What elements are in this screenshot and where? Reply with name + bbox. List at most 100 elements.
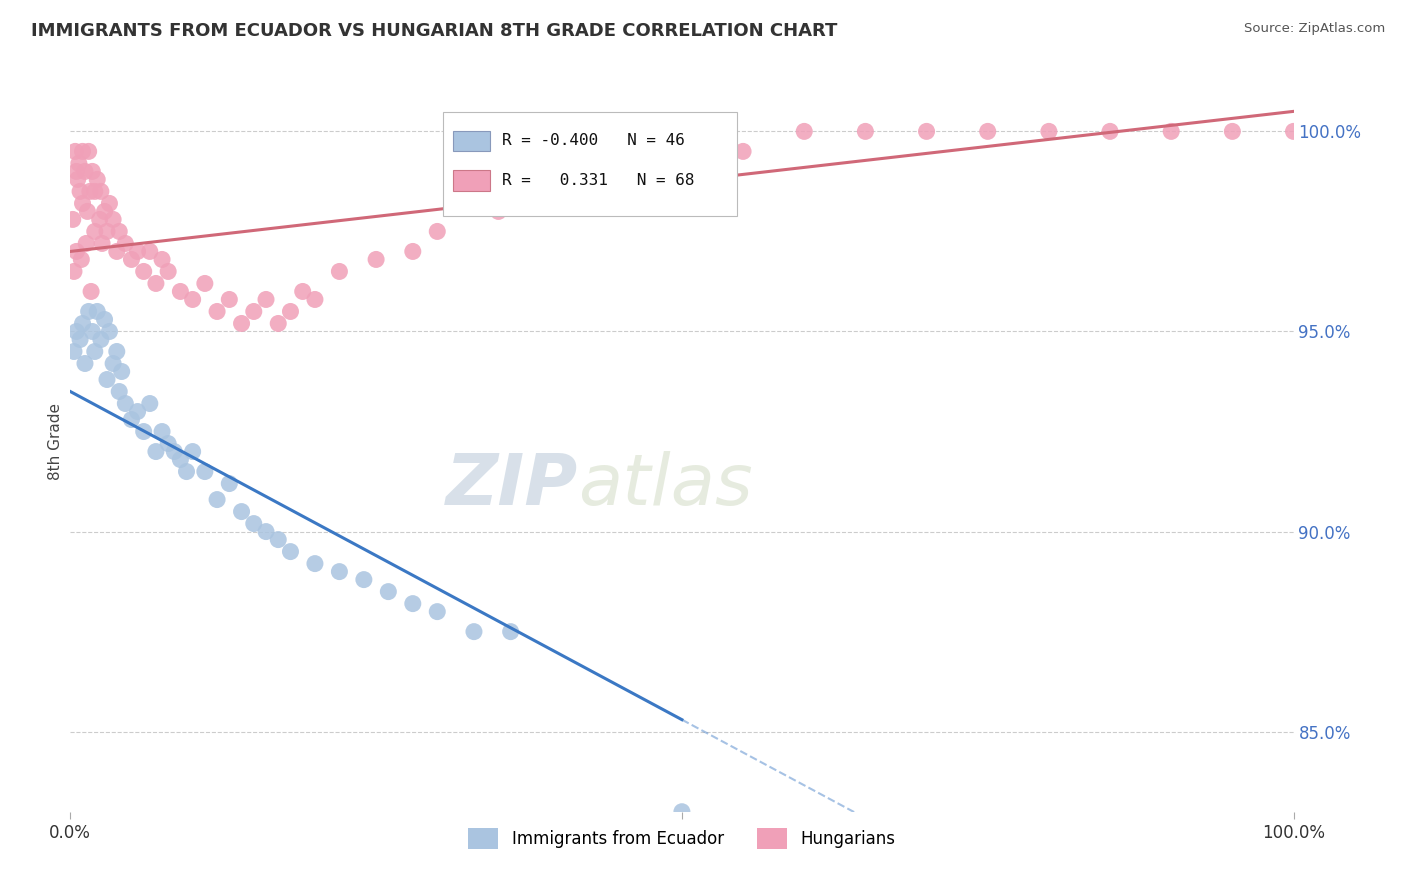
Point — [377, 584, 399, 599]
Point — [205, 492, 228, 507]
Point — [169, 452, 191, 467]
Point — [75, 236, 97, 251]
Point — [65, 244, 87, 259]
Point — [63, 344, 86, 359]
Point — [127, 404, 149, 418]
Point — [488, 204, 510, 219]
Point — [67, 156, 90, 170]
Point — [121, 252, 143, 267]
Point — [205, 304, 228, 318]
Point — [93, 312, 115, 326]
Point — [76, 204, 98, 219]
Point — [157, 264, 180, 278]
Point — [66, 172, 89, 186]
Point — [65, 325, 87, 339]
Point — [1160, 124, 1182, 138]
Point — [82, 164, 104, 178]
Point — [93, 204, 115, 219]
Point — [194, 277, 217, 291]
Point — [98, 196, 121, 211]
Point — [218, 476, 240, 491]
Point — [82, 325, 104, 339]
Point — [1220, 124, 1243, 138]
Point — [218, 293, 240, 307]
Point — [132, 264, 155, 278]
Point — [139, 244, 162, 259]
Point — [915, 124, 938, 138]
Point — [402, 244, 425, 259]
Point — [181, 293, 204, 307]
Point — [793, 124, 815, 138]
Point — [548, 185, 571, 199]
Point — [328, 264, 350, 278]
Point — [127, 244, 149, 259]
Point — [108, 224, 131, 238]
Text: IMMIGRANTS FROM ECUADOR VS HUNGARIAN 8TH GRADE CORRELATION CHART: IMMIGRANTS FROM ECUADOR VS HUNGARIAN 8TH… — [31, 22, 838, 40]
Point — [101, 357, 124, 371]
Point — [105, 344, 128, 359]
Point — [1099, 124, 1122, 138]
Point — [671, 145, 693, 159]
Point — [976, 124, 998, 138]
Point — [267, 317, 290, 331]
Point — [79, 185, 101, 199]
Point — [111, 364, 134, 378]
Point — [426, 224, 449, 238]
Point — [65, 164, 87, 178]
Point — [73, 164, 96, 178]
Bar — [453, 169, 489, 191]
Point — [145, 277, 167, 291]
Point — [69, 333, 91, 347]
Point — [96, 372, 118, 386]
Point — [291, 285, 314, 299]
Point — [610, 164, 633, 178]
Point — [145, 444, 167, 458]
Point — [83, 224, 105, 238]
Point — [96, 224, 118, 238]
Point — [86, 172, 108, 186]
Point — [108, 384, 131, 399]
Text: R =   0.331   N = 68: R = 0.331 N = 68 — [502, 173, 695, 187]
Point — [91, 236, 114, 251]
Point — [63, 264, 86, 278]
Point — [1282, 124, 1305, 138]
Text: atlas: atlas — [578, 451, 752, 520]
Point — [426, 605, 449, 619]
Point — [114, 236, 136, 251]
Point — [254, 524, 277, 539]
Point — [90, 333, 112, 347]
Point — [231, 317, 253, 331]
Point — [243, 516, 266, 531]
Bar — [453, 130, 489, 152]
Point — [1038, 124, 1060, 138]
Point — [163, 444, 186, 458]
Point — [139, 396, 162, 410]
Text: Source: ZipAtlas.com: Source: ZipAtlas.com — [1244, 22, 1385, 36]
Point — [353, 573, 375, 587]
Point — [73, 357, 96, 371]
Point — [169, 285, 191, 299]
Point — [194, 465, 217, 479]
Point — [77, 145, 100, 159]
Text: ZIP: ZIP — [446, 451, 578, 520]
Point — [280, 544, 302, 558]
Point — [101, 212, 124, 227]
Point — [105, 244, 128, 259]
Point — [157, 436, 180, 450]
Point — [463, 624, 485, 639]
Point — [243, 304, 266, 318]
Point — [80, 285, 103, 299]
Point — [304, 293, 326, 307]
Point — [176, 465, 198, 479]
Point — [150, 425, 173, 439]
Point — [132, 425, 155, 439]
Point — [121, 412, 143, 426]
Point — [63, 145, 86, 159]
Point — [62, 212, 84, 227]
Point — [114, 396, 136, 410]
Point — [70, 252, 93, 267]
Point — [72, 317, 94, 331]
Y-axis label: 8th Grade: 8th Grade — [48, 403, 63, 480]
Point — [304, 557, 326, 571]
Point — [150, 252, 173, 267]
